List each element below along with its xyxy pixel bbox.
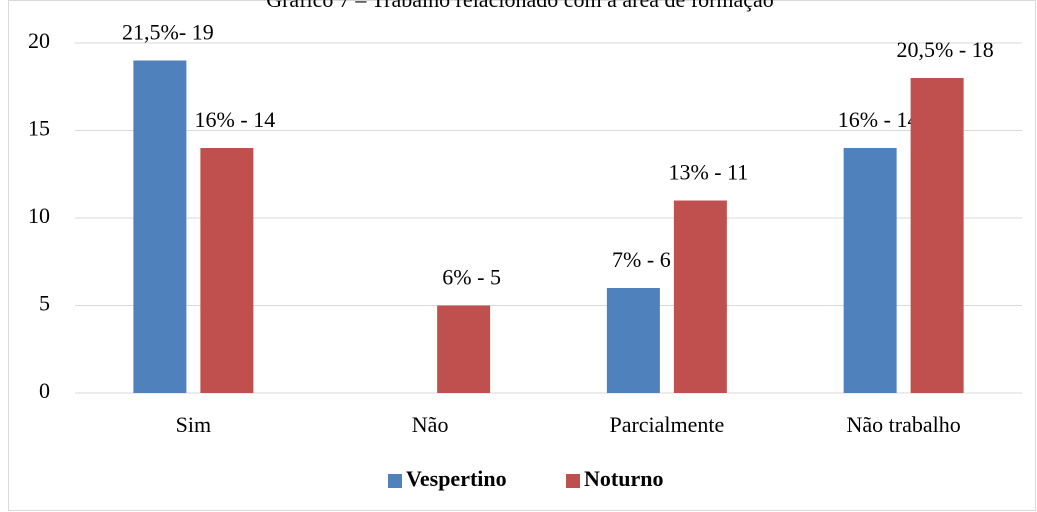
data-label: 13% - 11 (668, 160, 748, 185)
data-label: 16% - 14 (195, 107, 276, 132)
legend-label: Vespertino (406, 466, 507, 491)
x-tick-label: Sim (176, 412, 211, 437)
y-tick-label: 10 (28, 203, 50, 228)
data-label: 6% - 5 (442, 265, 501, 290)
data-label: 7% - 6 (612, 247, 671, 272)
bar (606, 288, 660, 393)
bar (910, 78, 964, 393)
x-tick-label: Não trabalho (847, 412, 961, 437)
bar (843, 148, 897, 393)
y-tick-label: 15 (28, 116, 50, 141)
bar (673, 200, 727, 393)
x-tick-label: Não (412, 412, 449, 437)
legend-swatch (566, 474, 580, 488)
chart-frame (8, 0, 1036, 511)
x-tick-label: Parcialmente (609, 412, 724, 437)
chart-title: Gráfico 7 – Trabalho relacionado com a á… (266, 0, 774, 12)
y-tick-label: 0 (39, 378, 50, 403)
bar (437, 305, 491, 393)
legend-label: Noturno (584, 466, 663, 491)
data-label: 21,5%- 19 (122, 20, 214, 45)
bar (200, 148, 254, 393)
y-tick-label: 20 (28, 28, 50, 53)
data-label: 16% - 14 (838, 107, 919, 132)
data-label: 20,5% - 18 (897, 37, 994, 62)
legend-swatch (388, 474, 402, 488)
bar (133, 60, 187, 393)
y-tick-label: 5 (39, 291, 50, 316)
